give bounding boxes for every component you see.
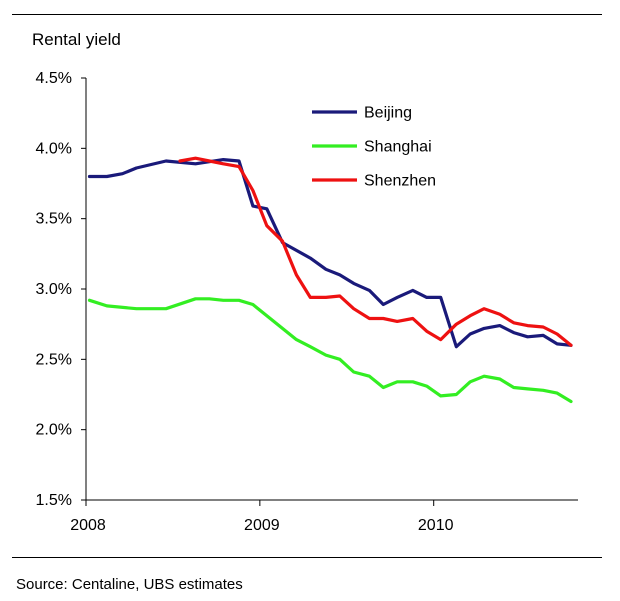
x-tick-label: 2009 xyxy=(244,517,280,534)
y-tick-label: 2.0% xyxy=(36,422,72,439)
x-tick-label: 2008 xyxy=(70,517,106,534)
x-tick-label: 2010 xyxy=(418,517,454,534)
y-tick-label: 4.5% xyxy=(36,70,72,87)
y-tick-label: 3.0% xyxy=(36,281,72,298)
source-note: Source: Centaline, UBS estimates xyxy=(16,576,243,593)
y-tick-label: 1.5% xyxy=(36,492,72,509)
legend: Beijing Shanghai Shenzhen xyxy=(312,105,436,190)
axes: 1.5% 2.0% 2.5% 3.0% 3.5% 4.0% 4.5% 2008 2009 2010 xyxy=(36,70,578,534)
legend-label-shenzhen: Shenzhen xyxy=(364,173,436,190)
y-axis-label: Rental yield xyxy=(32,30,121,49)
legend-label-shanghai: Shanghai xyxy=(364,139,432,156)
series-line-shanghai xyxy=(87,297,573,404)
y-tick-label: 2.5% xyxy=(36,351,72,368)
top-rule xyxy=(12,14,602,15)
series-line-beijing xyxy=(87,158,573,349)
y-tick-label: 3.5% xyxy=(36,211,72,228)
series-lines xyxy=(87,156,573,404)
series-line-shenzhen xyxy=(178,156,573,347)
y-tick-label: 4.0% xyxy=(36,140,72,157)
bottom-rule xyxy=(12,557,602,558)
legend-label-beijing: Beijing xyxy=(364,105,412,122)
